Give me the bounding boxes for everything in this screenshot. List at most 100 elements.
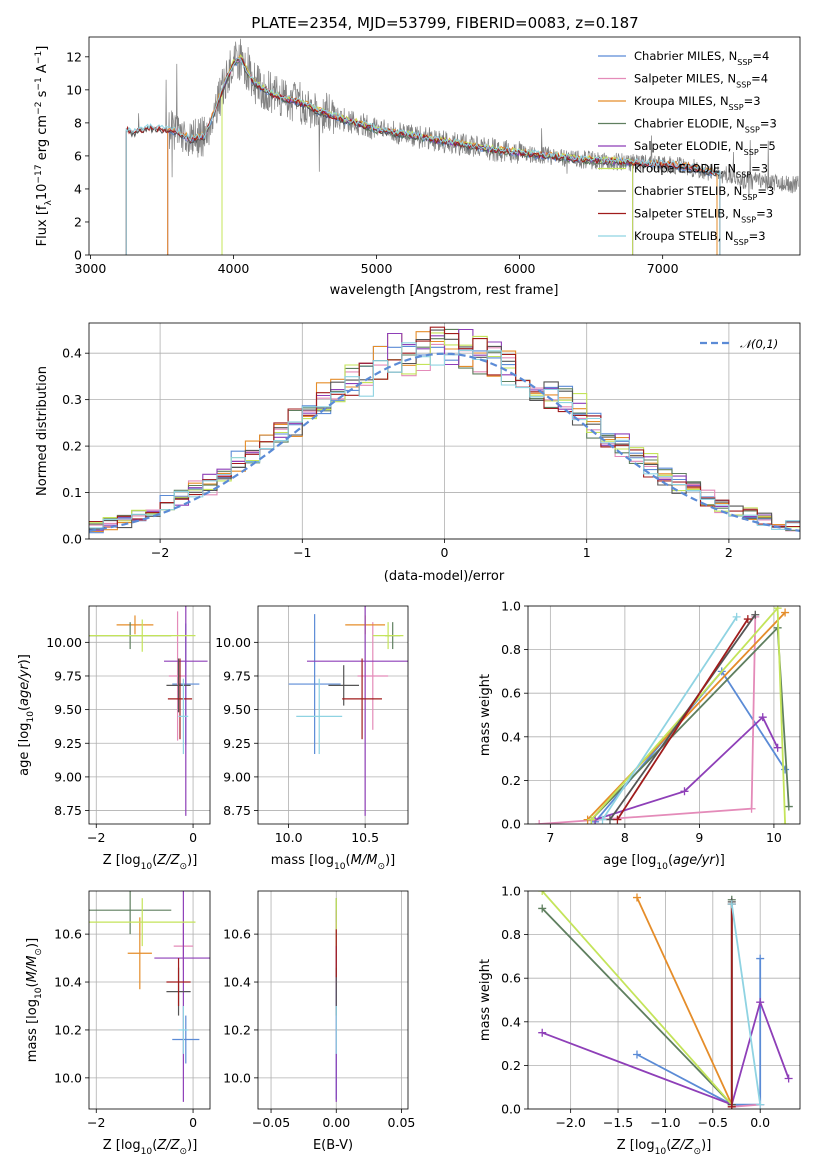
legend-label: 𝒩(0,1) [740, 337, 778, 351]
weight-marker [605, 815, 614, 824]
weight-marker [756, 1100, 765, 1109]
y-tick-label: 12 [66, 49, 82, 64]
y-tick-label: 9.00 [223, 769, 251, 784]
weight-line [539, 616, 757, 824]
weight-marker [613, 815, 622, 824]
weight-series [538, 891, 736, 1109]
y-tick-label: 0 [74, 248, 82, 263]
legend-label: Chabrier STELIB, NSSP=3 [634, 184, 774, 202]
x-tick-label: 0 [189, 1115, 197, 1130]
error-bar-point [166, 658, 191, 713]
weight-line [730, 903, 762, 1105]
weight-series [598, 612, 741, 824]
x-tick-label: 6000 [504, 261, 536, 276]
weight-marker [598, 815, 607, 824]
y-tick-label: 0.4 [501, 729, 521, 744]
y-tick-label: 9.25 [223, 736, 251, 751]
y-tick-label: 10.0 [223, 1070, 251, 1085]
residual-histogram [89, 329, 800, 530]
chart-mass_vs_ebv: −0.05 0.00 0.05 10.0 10.2 10.4 10.6 E(B-V) [223, 890, 416, 1153]
axes-frame [257, 605, 409, 825]
x-tick-label: 1 [583, 545, 591, 560]
error-bar-point [172, 1015, 200, 1064]
chart-weight_vs_age: 7 8 9 10 0.0 0.2 0.4 0.6 0.8 1.0 age [log10(age/yr… [478, 599, 801, 872]
x-tick-label: 4000 [218, 261, 250, 276]
weight-line [541, 999, 790, 1106]
chart-spectrum: 3000 4000 5000 6000 7000 0 2 4 6 8 10 12 wavelength … [34, 36, 801, 298]
y-tick-label: 0.6 [501, 686, 521, 701]
axes-frame [88, 322, 801, 540]
legend-label: Kroupa MILES, NSSP=3 [634, 94, 761, 112]
y-tick-label: 0.4 [62, 346, 82, 361]
y-tick-label: 0.4 [501, 1014, 521, 1029]
plot-area [89, 606, 208, 816]
figure-title: PLATE=2354, MJD=53799, FIBERID=0083, z=0… [251, 14, 638, 32]
weight-marker [751, 610, 760, 619]
x-tick-label: −1 [293, 545, 311, 560]
x-tick-label: 3000 [75, 261, 107, 276]
weight-line [586, 611, 786, 821]
weight-line [541, 891, 733, 1106]
y-tick-label: 10.4 [223, 975, 251, 990]
y-tick-label: 8.75 [223, 803, 251, 818]
x-tick-label: 0.05 [388, 1115, 416, 1130]
chart-age_vs_mass: 10.0 10.5 8.75 9.00 9.25 9.50 9.75 10.00 mass [l… [215, 605, 409, 872]
legend-label: Chabrier ELODIE, NSSP=3 [634, 117, 777, 135]
x-axis-label: Z [log10(Z/Z⊙)] [103, 853, 198, 872]
x-tick-label: 9 [695, 830, 703, 845]
error-bar-point [288, 614, 341, 755]
weight-marker [743, 615, 752, 624]
weight-series [727, 900, 765, 1109]
plot-area [89, 891, 210, 1102]
y-tick-label: 9.75 [223, 668, 251, 683]
x-tick-label: 0 [189, 830, 197, 845]
error-bar-point [166, 958, 191, 1006]
y-tick-label: 1.0 [501, 599, 521, 614]
y-tick-label: 10.00 [46, 635, 82, 650]
plot-area [125, 38, 799, 255]
y-tick-label: 10.6 [223, 927, 251, 942]
error-bar-point [178, 678, 189, 755]
x-tick-label: −1.0 [650, 1115, 680, 1130]
weight-series [591, 667, 790, 824]
y-tick-label: 0.0 [62, 532, 82, 547]
y-tick-label: 2 [74, 214, 82, 229]
y-axis-label: Flux [fλ10−17 erg cm−2 s−1 A−1] [34, 46, 54, 247]
weight-marker [784, 802, 793, 811]
chart-weight_vs_Z: −2.0 −1.5 −1.0 −0.5 0.0 0.0 0.2 0.4 0.6 0.8 1.0 Z [… [478, 884, 801, 1157]
weight-series [587, 606, 790, 824]
y-tick-label: 10.4 [54, 975, 82, 990]
legend-label: Chabrier MILES, NSSP=4 [634, 49, 769, 67]
y-axis-label: mass weight [478, 959, 493, 1041]
y-tick-label: 0.3 [62, 392, 82, 407]
grid [89, 891, 210, 1109]
plot-area [89, 326, 800, 534]
chart-age_vs_Z: −2 0 8.75 9.00 9.25 9.50 9.75 10.00 Z [log10(Z/Z… [17, 605, 211, 872]
grid [258, 891, 408, 1109]
x-tick-label: −1.5 [603, 1115, 633, 1130]
error-bar-point [328, 665, 360, 706]
error-bar-point [89, 898, 196, 947]
error-bar-point [178, 1005, 189, 1054]
x-tick-label: −2 [87, 1115, 105, 1130]
axes-frame [257, 890, 409, 1110]
error-bar-point [168, 611, 187, 741]
y-tick-label: 0.2 [62, 439, 82, 454]
residual-histogram [89, 326, 800, 528]
x-axis-label: (data-model)/error [384, 569, 505, 584]
plot-area [538, 891, 793, 1109]
weight-marker [587, 815, 596, 824]
y-tick-label: 0.1 [62, 485, 82, 500]
y-tick-label: 9.00 [54, 769, 82, 784]
plot-area [535, 606, 793, 824]
y-tick-label: 10.00 [215, 635, 251, 650]
legend-label: Salpeter STELIB, NSSP=3 [634, 207, 773, 225]
weight-line [636, 897, 733, 1105]
weight-marker [732, 612, 741, 621]
x-tick-label: −2.0 [555, 1115, 585, 1130]
y-tick-label: 9.75 [54, 668, 82, 683]
y-tick-label: 4 [74, 181, 82, 196]
y-axis-label: Normed distribution [35, 366, 50, 496]
x-tick-label: 0.00 [322, 1115, 350, 1130]
weight-series [727, 900, 736, 1109]
